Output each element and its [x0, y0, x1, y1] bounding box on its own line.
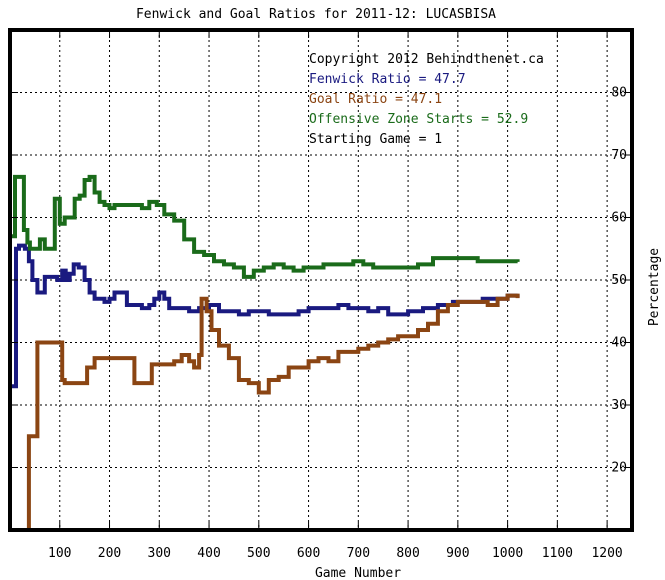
annotation-line: Copyright 2012 Behindthenet.ca	[309, 52, 544, 67]
x-tick-label: 300	[148, 546, 171, 561]
annotation-line: Offensive Zone Starts = 52.9	[309, 112, 528, 127]
series-line-2	[10, 174, 520, 279]
chart-title: Fenwick and Goal Ratios for 2011-12: LUC…	[136, 7, 496, 22]
series-line-1	[24, 293, 520, 532]
y-tick-label: 80	[611, 86, 627, 101]
x-tick-label: 500	[247, 546, 270, 561]
y-axis-label: Percentage	[647, 248, 662, 326]
x-tick-label: 1000	[492, 546, 523, 561]
y-tick-label: 20	[611, 461, 627, 476]
x-axis-label: Game Number	[315, 566, 401, 580]
annotation-line: Goal Ratio = 47.1	[309, 92, 442, 107]
x-tick-label: 1100	[542, 546, 573, 561]
y-axis-ticks: 20 30 40 50 60 70 80	[10, 86, 632, 476]
x-tick-label: 900	[446, 546, 469, 561]
x-tick-label: 100	[48, 546, 71, 561]
x-tick-label: 700	[347, 546, 370, 561]
x-tick-label: 1200	[591, 546, 622, 561]
y-tick-label: 60	[611, 211, 627, 226]
annotation-block: Copyright 2012 Behindthenet.ca Fenwick Ra…	[309, 52, 544, 147]
y-tick-label: 70	[611, 148, 627, 163]
y-tick-label: 50	[611, 273, 627, 288]
series-line-0	[10, 243, 520, 389]
x-tick-label: 200	[98, 546, 121, 561]
grid	[10, 30, 632, 530]
x-axis-ticks: 100 200 300 400 500 600 700 800 900 1000 1100 1200	[48, 30, 623, 561]
y-tick-label: 30	[611, 398, 627, 413]
annotation-line: Fenwick Ratio = 47.7	[309, 72, 466, 87]
x-tick-label: 400	[197, 546, 220, 561]
annotation-line: Starting Game = 1	[309, 132, 442, 147]
series-lines	[10, 174, 520, 532]
y-tick-label: 40	[611, 336, 627, 351]
x-tick-label: 600	[297, 546, 320, 561]
x-tick-label: 800	[396, 546, 419, 561]
